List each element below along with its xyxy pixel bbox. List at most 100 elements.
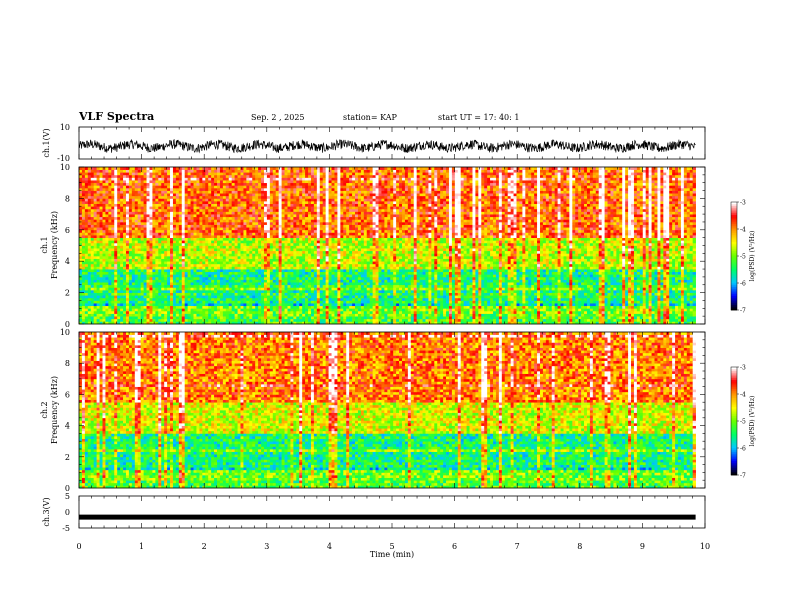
spec1-cell xyxy=(593,311,596,314)
spec1-cell xyxy=(346,316,349,319)
spec1-cell xyxy=(317,308,320,311)
spec1-cell xyxy=(519,308,522,311)
spec1-cell xyxy=(646,319,649,322)
spec1-cell xyxy=(196,314,199,317)
spec1-cell xyxy=(91,306,94,309)
spec1-cell xyxy=(290,308,293,311)
spec1-cell xyxy=(543,316,546,319)
spec1-cell xyxy=(282,314,285,317)
spec1-cell xyxy=(581,311,584,314)
spec1-cell xyxy=(493,316,496,319)
spec1-cell xyxy=(569,314,572,317)
spec1-cell xyxy=(549,319,552,322)
spec1-cell xyxy=(505,308,508,311)
spec1-cell xyxy=(355,311,358,314)
spec1-cell xyxy=(311,314,314,317)
spec1-cell xyxy=(546,314,549,317)
spec1-cell xyxy=(191,316,194,319)
spec1-cell xyxy=(690,311,693,314)
spec1-cell xyxy=(572,319,575,322)
spec1-cell xyxy=(126,316,129,319)
spec1-cell xyxy=(302,308,305,311)
spec1-cell xyxy=(246,308,249,311)
spec1-cell xyxy=(428,311,431,314)
spec1-cell xyxy=(279,319,282,322)
spec1-cell xyxy=(211,319,214,322)
spec1-cell xyxy=(660,311,663,314)
spec1-cell xyxy=(587,316,590,319)
spec1-cell xyxy=(91,314,94,317)
spec1-cell xyxy=(590,308,593,311)
spec1-cell xyxy=(164,306,167,309)
spec1-cell xyxy=(214,316,217,319)
spec1-cell xyxy=(690,316,693,319)
spec1-cell xyxy=(155,311,158,314)
spec1-cell xyxy=(149,306,152,309)
spec1-cell xyxy=(141,319,144,322)
spec1-cell xyxy=(364,314,367,317)
spec1-cell xyxy=(569,308,572,311)
spec1-cell xyxy=(114,308,117,311)
spec1-cell xyxy=(246,314,249,317)
spec1-cell xyxy=(217,316,220,319)
spec1-cell xyxy=(185,319,188,322)
spec1-cell xyxy=(437,316,440,319)
spec1-cell xyxy=(387,308,390,311)
spec1-cell xyxy=(105,314,108,317)
spec1-cell xyxy=(370,311,373,314)
spec1-cell xyxy=(655,308,658,311)
spec1-cell xyxy=(528,316,531,319)
spec1-cell xyxy=(549,311,552,314)
spec1-cell xyxy=(684,316,687,319)
spec1-cell xyxy=(505,311,508,314)
spec1-cell xyxy=(361,314,364,317)
spec1-cell xyxy=(373,308,376,311)
spec1-cell xyxy=(299,319,302,322)
spec1-cell xyxy=(185,314,188,317)
spec1-cell xyxy=(657,316,660,319)
spec1-cell xyxy=(258,306,261,309)
spec1-cell xyxy=(411,319,414,322)
spec1-cell xyxy=(226,308,229,311)
spec1-cell xyxy=(540,316,543,319)
spec1-cell xyxy=(308,316,311,319)
spec1-cell xyxy=(522,319,525,322)
spec1-cell xyxy=(637,314,640,317)
spec1-cell xyxy=(144,308,147,311)
spec1-cell xyxy=(693,316,696,319)
spec1-cell xyxy=(261,308,264,311)
spec1-cell xyxy=(563,314,566,317)
spec1-cell xyxy=(141,311,144,314)
spec1-cell xyxy=(643,314,646,317)
spec1-cell xyxy=(619,311,622,314)
spec1-cell xyxy=(364,311,367,314)
spec1-cell xyxy=(340,308,343,311)
spec1-cell xyxy=(672,319,675,322)
spec1-cell xyxy=(185,308,188,311)
spec1-cell xyxy=(302,319,305,322)
spec1-cell xyxy=(217,319,220,322)
spec1-cell xyxy=(208,319,211,322)
spec1-cell xyxy=(379,308,382,311)
spec1-cell xyxy=(693,314,696,317)
spec1-cell xyxy=(267,308,270,311)
spec1-cell xyxy=(549,314,552,317)
spec1-cell xyxy=(423,316,426,319)
spec1-cell xyxy=(561,319,564,322)
spec1-cell xyxy=(255,306,258,309)
spec1-cell xyxy=(132,314,135,317)
spec1-cell xyxy=(196,308,199,311)
spec1-cell xyxy=(264,314,267,317)
spec1-cell xyxy=(285,306,288,309)
spec1-cell xyxy=(337,311,340,314)
spec1-cell xyxy=(443,314,446,317)
spec1-cell xyxy=(534,311,537,314)
spec1-cell xyxy=(114,319,117,322)
spec1-cell xyxy=(100,316,103,319)
spec1-cell xyxy=(437,314,440,317)
spec1-cell xyxy=(229,319,232,322)
spec1-cell xyxy=(126,314,129,317)
spec1-cell xyxy=(434,311,437,314)
spec1-cell xyxy=(640,314,643,317)
spec1-cell xyxy=(481,316,484,319)
